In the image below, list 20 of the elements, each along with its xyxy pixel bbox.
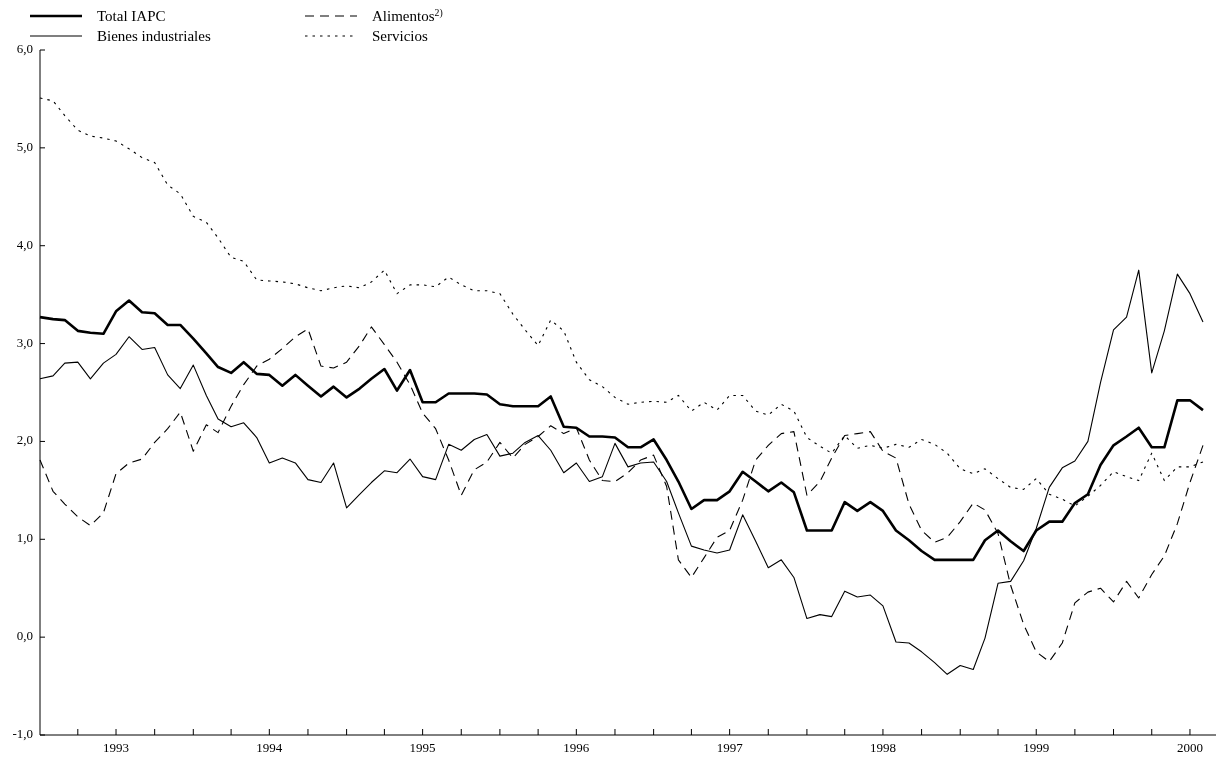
- y-tick-label: 4,0: [16, 236, 33, 252]
- x-tick-label: 2000: [1176, 740, 1203, 755]
- y-tick-label: -1,0: [12, 725, 33, 741]
- x-tick-label: 1999: [1023, 740, 1050, 755]
- y-tick-label: 6,0: [16, 40, 33, 56]
- x-tick-label: 1996: [563, 740, 590, 755]
- y-tick-label: 3,0: [16, 334, 33, 350]
- x-tick-label: 1994: [256, 740, 283, 755]
- x-tick-label: 1995: [409, 740, 436, 755]
- legend-label: Alimentos$^{2)}$: [372, 6, 443, 24]
- legend-label: Total IAPC: [97, 8, 166, 24]
- y-tick-label: 0,0: [16, 628, 33, 644]
- legend-label: Bienes industriales: [97, 28, 211, 44]
- x-tick-label: 1993: [103, 740, 130, 755]
- y-tick-label: 2,0: [16, 432, 33, 448]
- y-tick-label: 1,0: [16, 530, 33, 546]
- x-tick-label: 1998: [869, 740, 896, 755]
- legend-label: Servicios: [372, 28, 428, 44]
- y-tick-label: 5,0: [16, 138, 33, 154]
- x-tick-label: 1997: [716, 740, 744, 755]
